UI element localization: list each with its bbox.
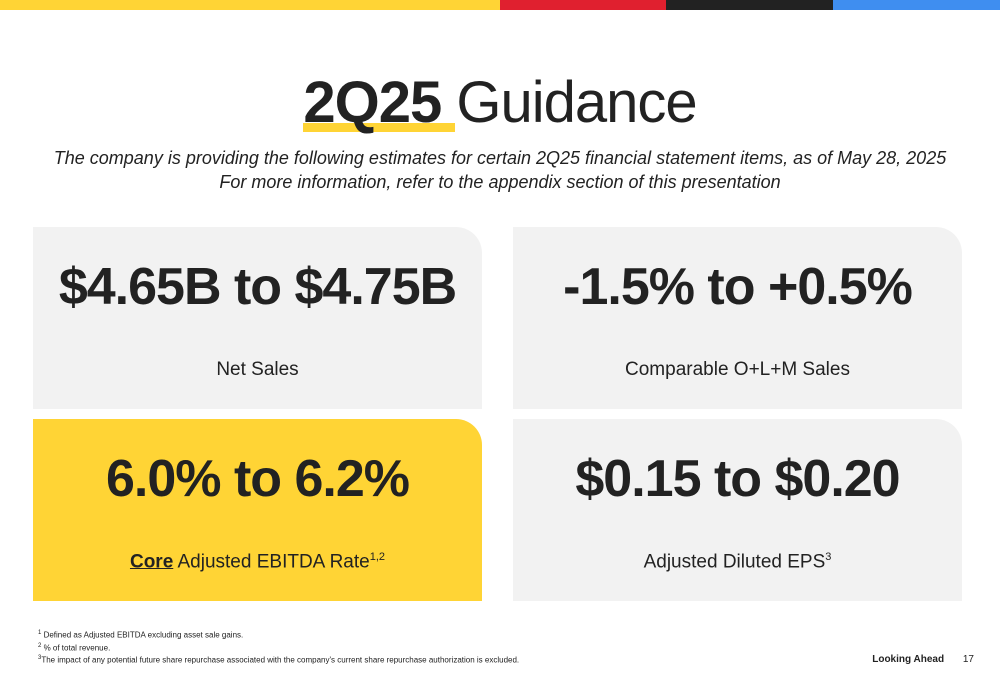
top-color-bar xyxy=(0,0,1000,10)
footnote-ref: 1,2 xyxy=(369,551,386,563)
guidance-card-comparable-sales: -1.5% to +0.5% Comparable O+L+M Sales xyxy=(513,227,962,409)
color-bar-yellow xyxy=(0,0,500,10)
card-value: $0.15 to $0.20 xyxy=(575,450,900,508)
section-label: Looking Ahead xyxy=(872,654,945,665)
card-value: $4.65B to $4.75B xyxy=(58,258,457,316)
card-label: Comparable O+L+M Sales xyxy=(625,359,850,380)
footnote-2: 2 % of total revenue. xyxy=(38,641,519,654)
footnote-text: Defined as Adjusted EBITDA excluding ass… xyxy=(43,630,244,640)
page-footer: Looking Ahead 17 xyxy=(872,654,974,665)
footnote-3: 3The impact of any potential future shar… xyxy=(38,653,519,666)
page-number: 17 xyxy=(962,654,974,665)
footnote-mark: 2 xyxy=(38,642,42,649)
card-label: Core Adjusted EBITDA Rate1,2 xyxy=(33,551,482,573)
subtitle-line-2: For more information, refer to the appen… xyxy=(219,172,781,192)
card-label-text: Adjusted Diluted EPS xyxy=(643,551,826,573)
guidance-card-ebitda-rate: 6.0% to 6.2% Core Adjusted EBITDA Rate1,… xyxy=(33,419,482,601)
footnote-text: The impact of any potential future share… xyxy=(41,655,520,665)
page-subtitle: The company is providing the following e… xyxy=(0,146,1000,194)
footnote-1: 1 Defined as Adjusted EBITDA excluding a… xyxy=(38,628,519,641)
card-value: 6.0% to 6.2% xyxy=(105,450,410,508)
footnotes: 1 Defined as Adjusted EBITDA excluding a… xyxy=(38,628,519,666)
color-bar-blue xyxy=(833,0,1000,10)
guidance-card-eps: $0.15 to $0.20 Adjusted Diluted EPS3 xyxy=(513,419,962,601)
card-label: Adjusted Diluted EPS3 xyxy=(513,551,962,573)
card-label-text: Adjusted EBITDA Rate xyxy=(177,551,370,573)
footnote-text: % of total revenue. xyxy=(43,643,111,653)
page-title: 2Q25 Guidance xyxy=(0,70,1000,136)
guidance-card-net-sales: $4.65B to $4.75B Net Sales xyxy=(33,227,482,409)
color-bar-black xyxy=(666,0,833,10)
card-label: Net Sales xyxy=(216,359,299,380)
footnote-ref: 3 xyxy=(825,551,832,563)
card-label-bold: Core xyxy=(129,551,174,573)
title-bold-text: 2Q25 xyxy=(303,70,442,135)
subtitle-line-1: The company is providing the following e… xyxy=(53,148,947,168)
title-bold: 2Q25 xyxy=(303,70,456,136)
title-light: Guidance xyxy=(456,70,697,135)
color-bar-red xyxy=(500,0,666,10)
footnote-mark: 3 xyxy=(38,655,42,662)
card-value: -1.5% to +0.5% xyxy=(563,258,913,316)
footnote-mark: 1 xyxy=(38,630,42,636)
